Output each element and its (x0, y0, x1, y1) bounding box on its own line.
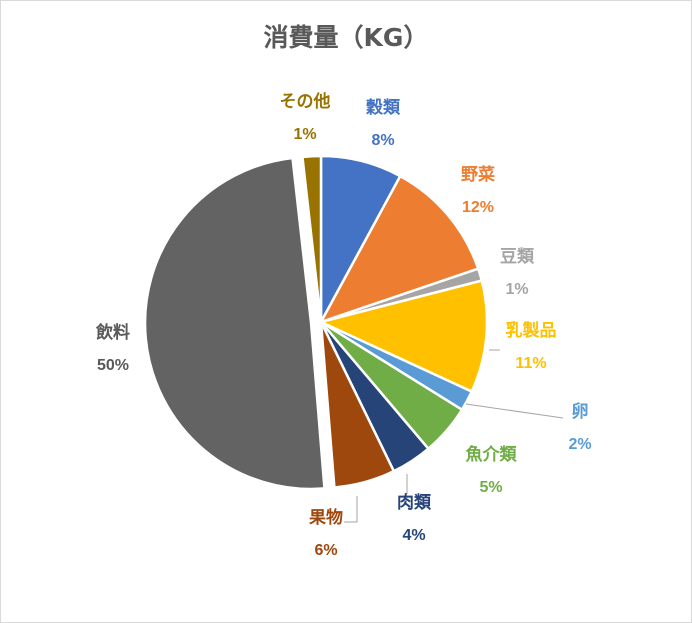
slice-percent-1: 12% (462, 199, 494, 216)
pie-slice-7 (319, 320, 396, 489)
leader-line-4 (465, 403, 564, 419)
slice-label-2: 豆類 (500, 247, 535, 267)
slice-percent-0: 8% (371, 132, 394, 149)
pie-slice-3 (319, 279, 489, 393)
slice-label-5: 魚介類 (466, 444, 518, 465)
slice-percent-4: 2% (568, 436, 591, 453)
pie-slice-8 (143, 156, 326, 491)
slice-label-8: 飲料 (95, 322, 130, 343)
slice-percent-8: 50% (97, 357, 129, 374)
slice-percent-6: 4% (402, 527, 425, 544)
pie-slice-1 (319, 174, 480, 324)
pie-slice-9 (301, 154, 323, 324)
slice-label-6: 肉類 (397, 492, 432, 513)
slice-label-7: 果物 (309, 507, 343, 528)
slice-percent-3: 11% (515, 355, 546, 372)
slice-label-1: 野菜 (461, 165, 496, 185)
slice-percent-5: 5% (479, 479, 502, 496)
slice-label-0: 穀類 (366, 98, 401, 118)
slice-label-4: 卵 (572, 401, 589, 422)
slice-percent-2: 1% (505, 281, 528, 298)
slice-label-3: 乳製品 (506, 320, 557, 341)
slice-percent-9: 1% (293, 126, 316, 143)
slice-percent-7: 6% (314, 542, 337, 559)
leader-line-7 (344, 496, 358, 523)
chart-title: 消費量（KG） (263, 23, 429, 52)
slice-label-9: その他 (280, 91, 331, 112)
